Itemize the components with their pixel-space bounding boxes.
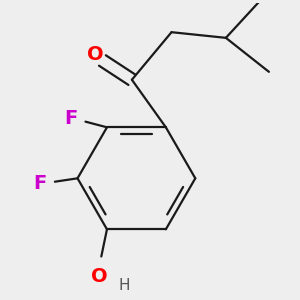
Text: O: O: [91, 267, 107, 286]
Text: F: F: [34, 175, 47, 194]
Text: H: H: [118, 278, 130, 293]
Text: O: O: [87, 45, 104, 64]
Text: F: F: [64, 109, 77, 128]
